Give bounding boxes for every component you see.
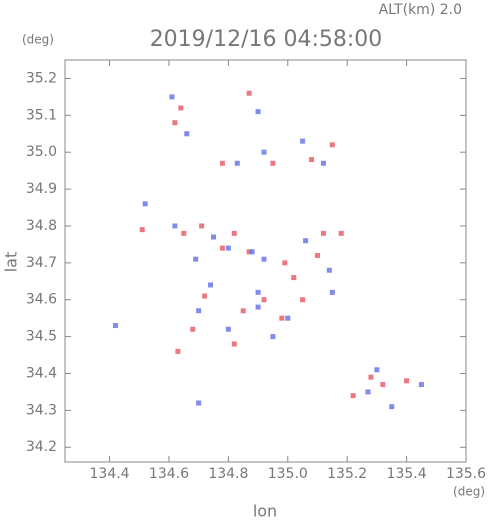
- echo-cell: [219, 160, 225, 166]
- echo-cell: [270, 334, 276, 340]
- echo-cell: [196, 308, 202, 314]
- y-tick-label: 34.7: [26, 255, 57, 271]
- echo-cell: [255, 304, 261, 310]
- echo-cell: [300, 138, 306, 144]
- echo-cell: [249, 249, 255, 255]
- echo-cell: [279, 315, 285, 321]
- echo-cell: [208, 282, 214, 288]
- echo-cell: [374, 367, 380, 373]
- plot-frame: [64, 59, 467, 463]
- x-unit: (deg): [453, 485, 485, 499]
- subtitle: ALT(km) 2.0: [379, 2, 462, 18]
- echo-cell: [199, 223, 205, 229]
- echo-cell: [285, 315, 291, 321]
- x-tick-label: 135.2: [327, 466, 367, 482]
- echo-cell: [231, 230, 237, 236]
- echo-cell: [255, 109, 261, 115]
- echo-cell: [270, 160, 276, 166]
- echo-cell: [350, 393, 356, 399]
- echo-cell: [291, 275, 297, 281]
- echo-cell: [255, 289, 261, 295]
- echo-cell: [112, 323, 118, 329]
- echo-cell: [234, 160, 240, 166]
- echo-cell: [184, 131, 190, 137]
- y-tick-label: 34.8: [26, 218, 57, 234]
- echo-cell: [190, 326, 196, 332]
- echo-cell: [196, 400, 202, 406]
- echo-cell: [172, 120, 178, 126]
- echo-cell: [261, 256, 267, 262]
- chart-title: 2019/12/16 04:58:00: [150, 27, 383, 52]
- x-tick-label: 134.8: [208, 466, 248, 482]
- echo-cell: [169, 94, 175, 100]
- echo-cell: [211, 234, 217, 240]
- echo-cell: [231, 341, 237, 347]
- echo-cell: [314, 252, 320, 258]
- echo-cell: [320, 230, 326, 236]
- echo-cell: [139, 227, 145, 233]
- echo-cell: [202, 293, 208, 299]
- echo-cell: [175, 348, 181, 354]
- y-tick-label: 34.9: [26, 181, 57, 197]
- echo-cell: [368, 374, 374, 380]
- echo-cell: [365, 389, 371, 395]
- y-tick-label: 34.5: [26, 329, 57, 345]
- echo-cell: [329, 289, 335, 295]
- x-tick-label: 135.4: [387, 466, 427, 482]
- echo-cell: [380, 382, 386, 388]
- echo-cell: [142, 201, 148, 207]
- echo-cell: [261, 149, 267, 155]
- echo-cell: [246, 249, 252, 255]
- echo-cell: [326, 267, 332, 273]
- y-tick-label: 35.2: [26, 70, 57, 86]
- x-tick-label: 134.4: [90, 466, 130, 482]
- echo-cell: [418, 382, 424, 388]
- echo-cell: [320, 160, 326, 166]
- y-unit: (deg): [22, 33, 54, 47]
- y-tick-label: 34.2: [26, 439, 57, 455]
- echo-cell: [219, 245, 225, 251]
- echo-cell: [303, 238, 309, 244]
- y-tick-label: 35.1: [26, 107, 57, 123]
- echo-cell: [282, 260, 288, 266]
- y-tick-label: 34.6: [26, 292, 57, 308]
- echo-cell: [193, 256, 199, 262]
- echo-cell: [246, 90, 252, 96]
- x-tick-label: 134.6: [149, 466, 189, 482]
- echo-cell: [240, 308, 246, 314]
- echo-cell: [329, 142, 335, 148]
- echo-cell: [178, 105, 184, 111]
- x-tick-label: 135.0: [268, 466, 308, 482]
- echo-cell: [225, 245, 231, 251]
- x-tick-label: 135.6: [446, 466, 486, 482]
- echo-cell: [404, 378, 410, 384]
- echo-cell: [300, 297, 306, 303]
- echo-cell: [309, 157, 315, 163]
- y-tick-label: 34.3: [26, 402, 57, 418]
- echo-cell: [225, 326, 231, 332]
- echo-cell: [389, 404, 395, 410]
- y-tick-label: 35.0: [26, 144, 57, 160]
- echo-cell: [181, 230, 187, 236]
- echo-cell: [261, 297, 267, 303]
- echo-cell: [338, 230, 344, 236]
- y-axis-label: lat: [2, 252, 21, 273]
- echo-cell: [172, 223, 178, 229]
- y-tick-label: 34.4: [26, 365, 57, 381]
- x-axis-label: lon: [253, 502, 277, 521]
